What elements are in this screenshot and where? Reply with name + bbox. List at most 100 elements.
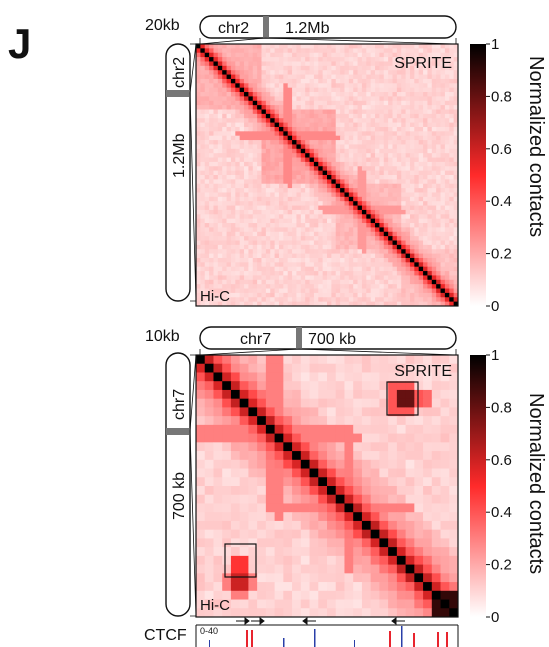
heatmap-cell — [204, 503, 214, 513]
heatmap-cell — [361, 126, 367, 132]
heatmap-cell — [366, 70, 372, 75]
heatmap-cell — [244, 266, 249, 272]
heatmap-cell — [414, 140, 420, 145]
heatmap-cell — [396, 355, 406, 365]
heatmap-cell — [217, 52, 223, 58]
heatmap-cell — [401, 65, 406, 71]
heatmap-cell — [361, 244, 367, 250]
heatmap-cell — [401, 271, 406, 276]
heatmap-cell — [327, 57, 332, 62]
heatmap-cell — [388, 271, 393, 276]
heatmap-cell — [353, 113, 358, 119]
heatmap-cell — [292, 218, 297, 224]
heatmap-cell — [431, 74, 437, 80]
heatmap-cell — [209, 214, 214, 220]
heatmap-cell — [204, 100, 210, 106]
heatmap-cell — [436, 227, 441, 233]
heatmap-cell — [353, 231, 358, 237]
heatmap-cell — [409, 188, 415, 193]
heatmap-cell — [366, 61, 372, 67]
heatmap-cell — [440, 468, 450, 478]
heatmap-cell — [235, 74, 241, 80]
heatmap-cell — [440, 416, 450, 426]
heatmap-cell — [405, 209, 411, 215]
heatmap-cell — [405, 477, 415, 487]
heatmap-cell — [287, 44, 293, 49]
heatmap-cell — [248, 44, 254, 49]
heatmap-cell — [401, 292, 406, 298]
heatmap-cell — [239, 538, 249, 548]
heatmap-cell — [388, 223, 393, 228]
heatmap-cell — [204, 468, 214, 478]
heatmap-cell — [370, 590, 380, 600]
heatmap-cell — [392, 122, 398, 128]
heatmap-cell — [453, 48, 459, 54]
heatmap-cell — [440, 87, 446, 93]
heatmap-cell — [444, 161, 450, 167]
heatmap-cell — [265, 196, 271, 202]
heatmap-cell — [331, 196, 337, 202]
heatmap-cell — [449, 57, 455, 62]
heatmap-cell — [292, 288, 297, 294]
heatmap-cell — [287, 57, 293, 62]
heatmap-cell — [252, 205, 258, 211]
heatmap-cell — [274, 257, 280, 263]
heatmap-cell — [230, 398, 241, 408]
heatmap-cell — [440, 92, 446, 97]
heatmap-cell — [327, 477, 337, 487]
heatmap-cell — [440, 179, 446, 185]
ctcf-label: CTCF — [144, 627, 187, 644]
heatmap-cell — [388, 494, 398, 504]
heatmap-cell — [322, 144, 328, 150]
heatmap-cell — [239, 236, 245, 241]
heatmap-cell — [244, 131, 249, 137]
heatmap-cell — [274, 179, 280, 185]
heatmap-cell — [248, 83, 254, 89]
heatmap-cell — [431, 83, 437, 89]
heatmap-cell — [449, 279, 455, 285]
heatmap-cell — [230, 105, 236, 110]
heatmap-cell — [274, 131, 280, 137]
heatmap-cell — [300, 205, 306, 211]
heatmap-cell — [278, 231, 284, 237]
heatmap-cell — [239, 363, 249, 373]
heatmap-cell — [200, 153, 206, 158]
heatmap-cell — [392, 292, 398, 298]
heatmap-cell — [331, 105, 337, 110]
heatmap-cell — [440, 83, 446, 89]
heatmap-cell — [217, 227, 223, 233]
heatmap-cell — [213, 416, 223, 426]
heatmap-cell — [252, 218, 258, 224]
heatmap-cell — [396, 608, 406, 618]
heatmap-cell — [261, 196, 267, 202]
heatmap-cell — [252, 279, 258, 285]
heatmap-cell — [287, 70, 293, 75]
heatmap-cell — [296, 118, 302, 123]
heatmap-cell — [396, 407, 406, 417]
heatmap-cell — [331, 192, 337, 198]
heatmap-cell — [414, 218, 420, 224]
heatmap-cell — [453, 205, 459, 211]
heatmap-cell — [278, 61, 284, 67]
heatmap-cell — [353, 529, 363, 539]
heatmap-cell — [388, 201, 393, 206]
heatmap-cell — [278, 140, 284, 145]
heatmap-cell — [453, 78, 459, 84]
heatmap-cell — [423, 74, 428, 80]
heatmap-cell — [423, 486, 433, 496]
heatmap-cell — [357, 118, 363, 123]
heatmap-cell — [331, 109, 337, 115]
heatmap-cell — [305, 236, 310, 241]
heatmap-cell — [440, 201, 446, 206]
heatmap-cell — [453, 122, 459, 128]
heatmap-cell — [322, 292, 328, 298]
heatmap-cell — [230, 118, 236, 123]
heatmap-cell — [418, 253, 424, 259]
heatmap-cell — [335, 381, 345, 391]
heatmap-cell — [357, 144, 363, 150]
heatmap-cell — [248, 70, 254, 75]
heatmap-cell — [278, 249, 284, 254]
heatmap-cell — [209, 157, 214, 163]
heatmap-cell — [213, 179, 219, 185]
heatmap-cell — [313, 92, 319, 97]
